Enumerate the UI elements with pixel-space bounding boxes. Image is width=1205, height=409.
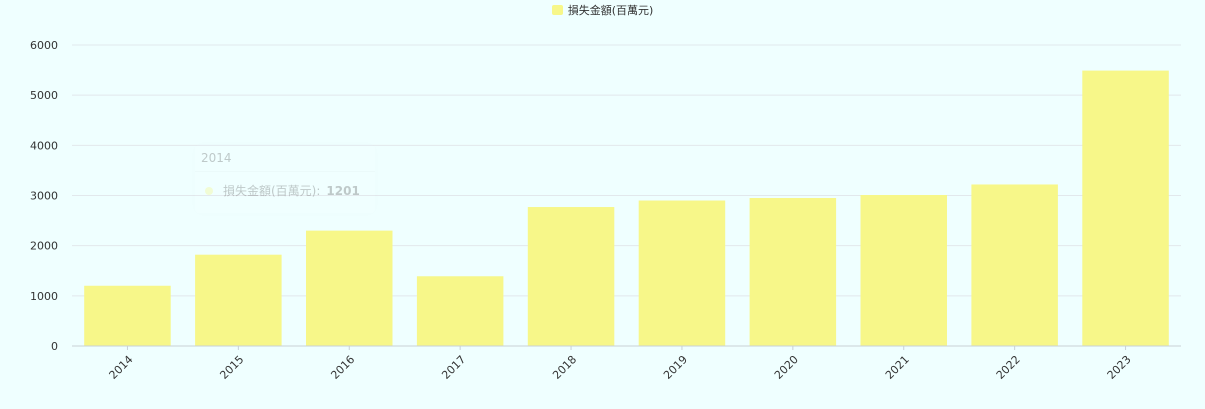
y-tick-label: 6000 [30,39,58,52]
bar[interactable] [749,198,837,346]
tooltip: 2014 損失金額(百萬元): 1201 [195,145,375,213]
y-tick-label: 4000 [30,139,58,152]
x-tick-label: 2014 [107,353,136,382]
x-tick-label: 2017 [439,353,468,382]
y-tick-label: 0 [51,340,58,353]
x-tick-label: 2020 [772,353,801,382]
y-tick-label: 5000 [30,89,58,102]
tooltip-dot [205,186,213,195]
bar[interactable] [195,254,282,346]
bar[interactable] [1082,70,1169,347]
tooltip-row: 損失金額(百萬元): 1201 [195,172,375,199]
legend[interactable]: 損失金額(百萬元) [0,2,1205,18]
tooltip-series-label: 損失金額(百萬元): [223,184,321,198]
bar[interactable] [971,184,1058,346]
x-tick-label: 2019 [661,353,690,382]
legend-swatch [551,5,563,15]
tooltip-value: 1201 [326,183,360,198]
bar[interactable] [416,276,504,346]
bar[interactable] [527,207,615,346]
y-tick-label: 3000 [30,190,58,203]
x-tick-label: 2018 [550,353,579,382]
x-tick-label: 2015 [217,353,246,382]
y-tick-label: 2000 [30,240,58,253]
y-tick-label: 1000 [30,290,58,303]
x-tick-label: 2022 [994,353,1023,382]
tooltip-title: 2014 [195,145,375,172]
bar[interactable] [84,285,171,346]
bar[interactable] [305,230,393,346]
x-tick-label: 2023 [1105,353,1134,382]
x-tick-label: 2016 [328,353,357,382]
x-tick-label: 2021 [883,353,912,382]
legend-label: 損失金額(百萬元) [567,4,654,17]
bar[interactable] [638,200,726,346]
bar[interactable] [860,194,948,346]
